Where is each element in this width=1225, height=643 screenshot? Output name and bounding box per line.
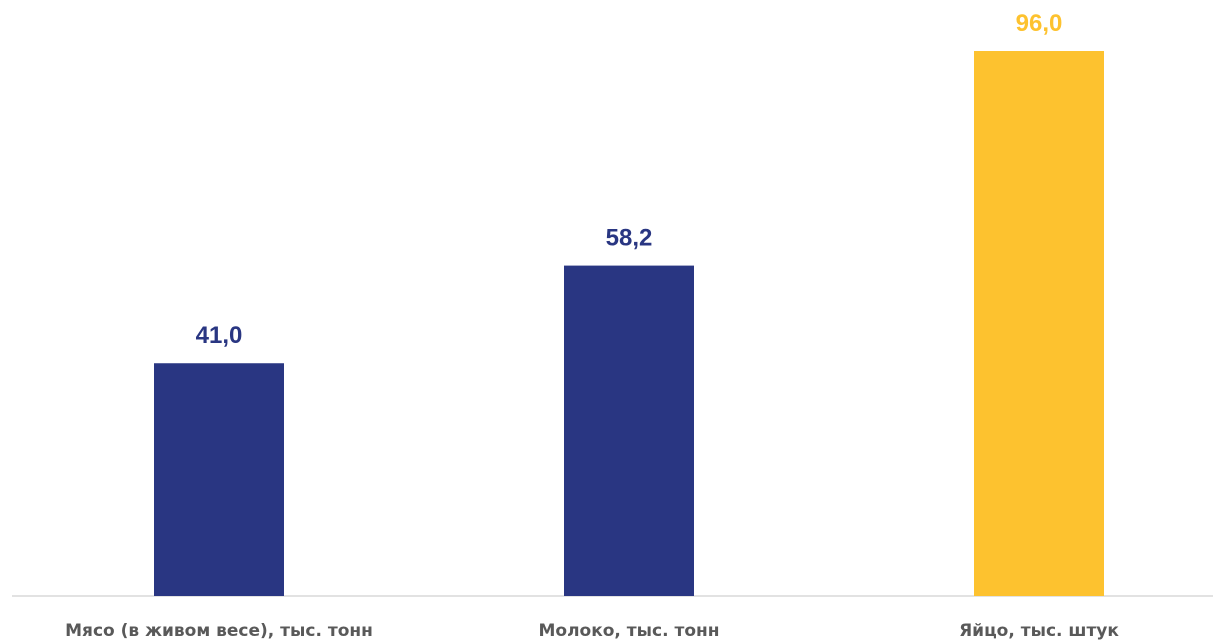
category-label-1: Мясо (в живом весе), тыс. тонн: [65, 621, 373, 641]
value-label-1: 41,0: [196, 322, 243, 349]
bar-2: [564, 265, 694, 596]
bar-1: [154, 363, 284, 596]
value-label-2: 58,2: [606, 225, 653, 252]
category-label-2: Молоко, тыс. тонн: [538, 621, 719, 641]
value-label-3: 96,0: [1016, 10, 1063, 37]
category-label-3: Яйцо, тыс. штук: [959, 621, 1119, 641]
bar-3: [974, 51, 1104, 596]
